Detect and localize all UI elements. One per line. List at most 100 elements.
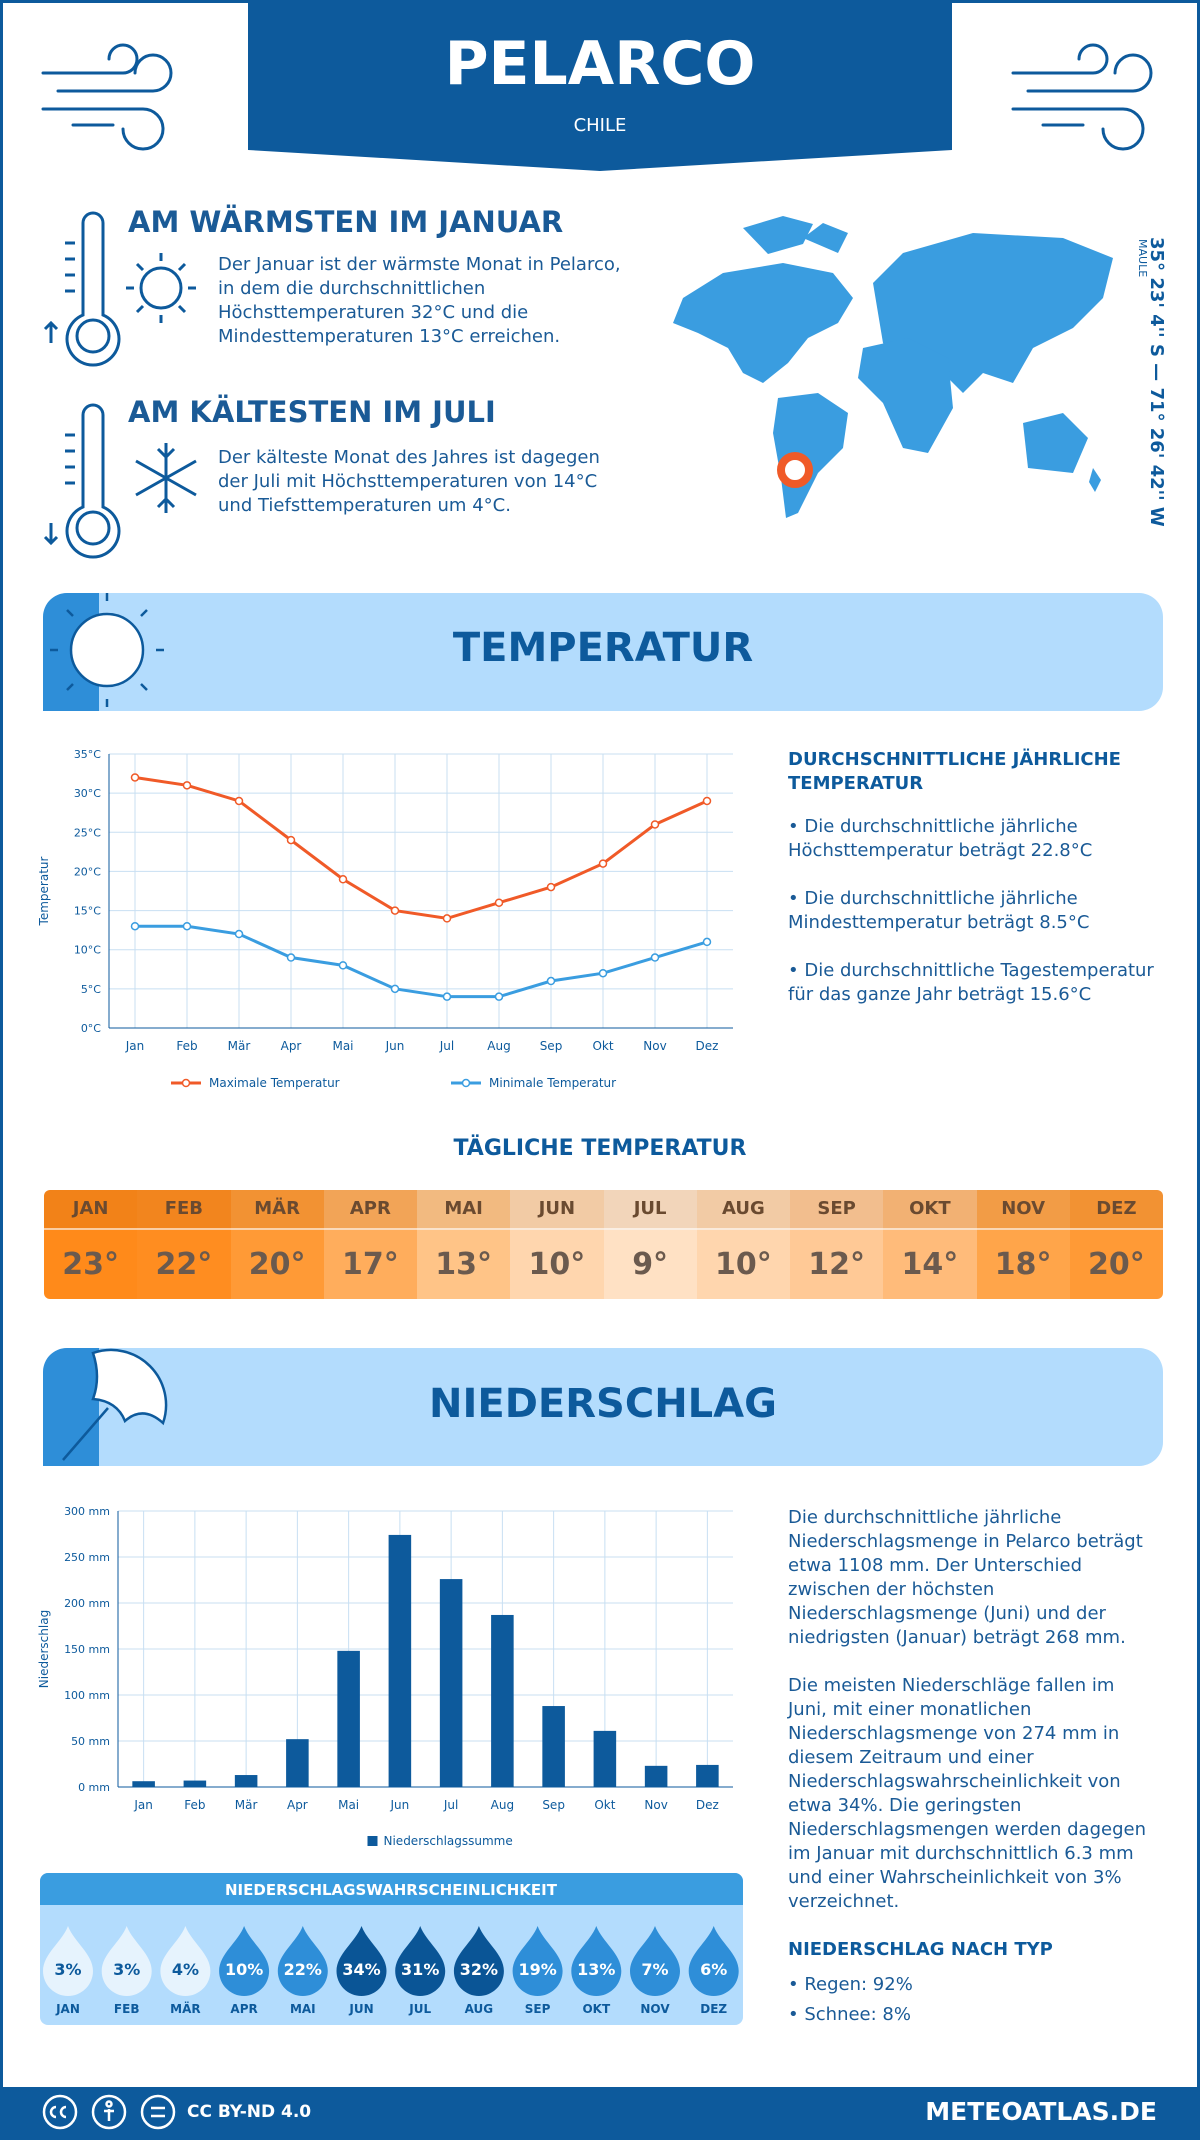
x-tick-label: Mär (228, 1039, 251, 1053)
y-axis-title: Niederschlag (37, 1610, 51, 1688)
daily-month: APR (323, 1190, 417, 1230)
x-tick-label: Aug (487, 1039, 510, 1053)
drop (160, 1926, 211, 1996)
daily-cell: OKT 14° (883, 1190, 977, 1299)
x-tick-label: Dez (696, 1798, 719, 1812)
x-tick-label: Nov (643, 1039, 666, 1053)
drop-month: OKT (582, 2002, 611, 2016)
x-tick-label: Dez (696, 1039, 719, 1053)
line (134, 776, 708, 920)
x-tick-label: Jun (390, 1798, 410, 1812)
line (135, 924, 708, 999)
bar (696, 1764, 719, 1787)
x-tick-label: Sep (542, 1798, 565, 1812)
y-tick-label: 15°C (74, 905, 101, 918)
point (182, 921, 192, 931)
daily-title: TÄGLICHE TEMPERATUR (453, 1136, 747, 1161)
daily-cell: APR 17° (323, 1190, 417, 1299)
drop-label: 31% (401, 1960, 439, 1979)
point (286, 835, 296, 845)
bar (542, 1706, 565, 1787)
subtitle: CHILE (573, 115, 627, 136)
point (702, 937, 712, 947)
x-tick-label: Nov (644, 1798, 667, 1812)
summary-heading: DURCHSCHNITTLICHE JÄHRLICHE TEMPERATUR (788, 749, 1121, 794)
daily-month: FEB (137, 1190, 231, 1230)
footer-license: CC BY-ND 4.0 (187, 2102, 312, 2122)
daily-cell: JUN 10° (510, 1190, 604, 1299)
daily-month: AUG (696, 1190, 790, 1230)
title: PELARCO (444, 29, 756, 99)
x-tick-label: Sep (540, 1039, 563, 1053)
summary-bullet: • Die durchschnittliche jährliche Höchst… (788, 816, 1093, 861)
summary-bullet: • Die durchschnittliche Tagestemperatur … (788, 960, 1154, 1005)
daily-value: 10° (528, 1247, 586, 1282)
x-tick-label: Jan (133, 1798, 153, 1812)
y-tick-label: 5°C (81, 983, 101, 996)
x-tick-label: Mai (332, 1039, 353, 1053)
point (494, 992, 504, 1001)
bar (593, 1730, 617, 1787)
y-tick-label: 300 mm (64, 1505, 110, 1518)
point (650, 953, 660, 962)
point (182, 781, 192, 790)
point (442, 914, 452, 923)
drop (219, 1926, 270, 1996)
drop-label: 13% (577, 1960, 615, 1979)
drop-month: MAI (290, 2002, 316, 2016)
daily-cell: AUG 10° (696, 1190, 790, 1299)
drop-label: 19% (518, 1960, 556, 1979)
drop (571, 1926, 622, 1996)
point (546, 882, 556, 892)
drop-month: SEP (525, 2002, 551, 2016)
x-tick-label: Mai (338, 1798, 359, 1812)
daily-cell: FEB 22° (137, 1190, 231, 1299)
box-title: NIEDERSCHLAGSWAHRSCHEINLICHKEIT (225, 1881, 558, 1899)
bar (439, 1579, 463, 1787)
daily-cell: MÄR 20° (230, 1190, 324, 1299)
drop-month: DEZ (700, 2002, 727, 2016)
daily-cell: MAI 13° (417, 1190, 511, 1299)
legend-label: Minimale Temperatur (489, 1076, 616, 1090)
drop (277, 1926, 328, 1996)
drop (395, 1926, 446, 1996)
legend-label: Maximale Temperatur (209, 1076, 340, 1090)
y-tick-label: 200 mm (64, 1597, 110, 1610)
summary-bullet: • Die durchschnittliche jährliche Mindes… (788, 888, 1090, 933)
coldest-text: Der kälteste Monat des Jahres ist dagege… (218, 447, 600, 516)
point (234, 929, 244, 939)
drop-label: 10% (225, 1960, 263, 1979)
legend-swatch (367, 1836, 378, 1846)
drop-label: 7% (641, 1960, 668, 1979)
warmest-text: Der Januar ist der wärmste Monat in Pela… (218, 254, 621, 347)
x-tick-label: Jul (443, 1798, 458, 1812)
daily-value: 20° (1088, 1247, 1145, 1282)
drop (512, 1926, 563, 1996)
summary-list: • Die durchschnittliche jährliche Höchst… (788, 815, 1158, 1031)
x-tick-label: Feb (176, 1039, 197, 1053)
daily-month: JUL (603, 1190, 697, 1230)
bar (183, 1780, 207, 1787)
decoration (3, 3, 1197, 2137)
drop-month: AUG (465, 2002, 494, 2016)
drop (630, 1926, 680, 1996)
x-tick-label: Feb (184, 1798, 205, 1812)
daily-month: OKT (883, 1190, 977, 1230)
point (650, 820, 660, 829)
y-tick-label: 50 mm (71, 1735, 110, 1748)
daily-value: 18° (994, 1247, 1052, 1282)
y-tick-label: 100 mm (64, 1689, 110, 1702)
section-title: TEMPERATUR (452, 625, 754, 671)
daily-value: 10° (715, 1247, 772, 1282)
point (234, 796, 244, 806)
y-tick-label: 25°C (74, 826, 101, 839)
drop (101, 1926, 152, 1996)
daily-cell: JAN 23° (44, 1190, 138, 1299)
y-tick-label: 250 mm (64, 1551, 110, 1564)
y-tick-label: 0°C (81, 1022, 101, 1035)
footer-site: METEOATLAS.DE (925, 2097, 1157, 2126)
point (494, 898, 504, 907)
point (702, 796, 712, 806)
daily-month: SEP (790, 1190, 884, 1230)
